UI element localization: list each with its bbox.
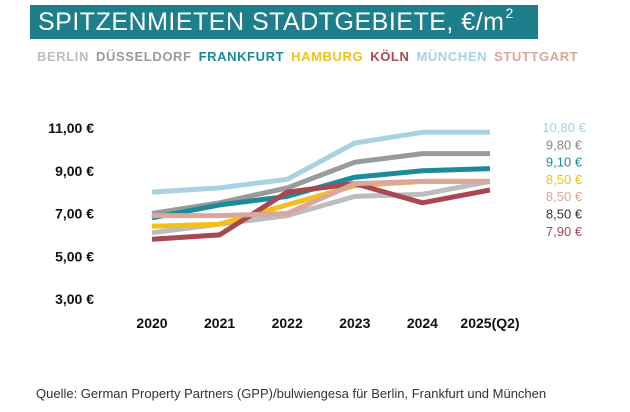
legend-item-hamburg: HAMBURG bbox=[291, 49, 364, 64]
legend-item-stuttgart: STUTTGART bbox=[494, 49, 579, 64]
chart-title-banner: SPITZENMIETEN STADTGEBIETE, €/m 2 bbox=[30, 5, 538, 39]
x-tick-label: 2021 bbox=[204, 315, 235, 331]
legend-item-frankfurt: FRANKFURT bbox=[198, 49, 285, 64]
y-tick-label: 3,00 € bbox=[55, 291, 94, 307]
x-tick-label: 2025(Q2) bbox=[460, 315, 519, 331]
legend-item-duesseldorf: DÜSSELDORF bbox=[96, 49, 192, 64]
source-note: Quelle: German Property Partners (GPP)/b… bbox=[36, 386, 547, 401]
end-value-label-frankfurt: 9,10 € bbox=[546, 155, 583, 170]
legend-item-berlin: BERLIN bbox=[37, 49, 89, 64]
y-tick-label: 9,00 € bbox=[55, 163, 94, 179]
y-tick-label: 5,00 € bbox=[55, 248, 94, 264]
end-value-label-muenchen: 10,80 € bbox=[542, 120, 586, 135]
chart-title: SPITZENMIETEN STADTGEBIETE, €/m bbox=[38, 7, 505, 36]
chart-legend: BERLIN DÜSSELDORF FRANKFURT HAMBURG KÖLN MÜNC… bbox=[37, 49, 578, 64]
end-value-label-berlin: 8,50 € bbox=[546, 207, 583, 222]
x-tick-label: 2023 bbox=[339, 315, 370, 331]
legend-item-muenchen: MÜNCHEN bbox=[416, 49, 488, 64]
series-line-koeln bbox=[151, 181, 491, 242]
series-line-stuttgart bbox=[152, 178, 490, 219]
x-tick-label: 2024 bbox=[407, 315, 438, 331]
series-line-muenchen bbox=[151, 129, 490, 195]
y-tick-label: 7,00 € bbox=[55, 206, 94, 222]
legend-item-koeln: KÖLN bbox=[370, 49, 410, 64]
chart-title-superscript: 2 bbox=[505, 5, 514, 21]
y-tick-label: 11,00 € bbox=[48, 120, 94, 136]
end-value-label-hamburg: 8,50 € bbox=[546, 172, 583, 187]
x-tick-label: 2022 bbox=[272, 315, 303, 331]
end-value-label-stuttgart: 8,50 € bbox=[546, 189, 583, 204]
end-value-label-duesseldorf: 9,80 € bbox=[546, 137, 583, 152]
x-tick-label: 2020 bbox=[136, 315, 167, 331]
end-value-label-koeln: 7,90 € bbox=[546, 224, 583, 239]
